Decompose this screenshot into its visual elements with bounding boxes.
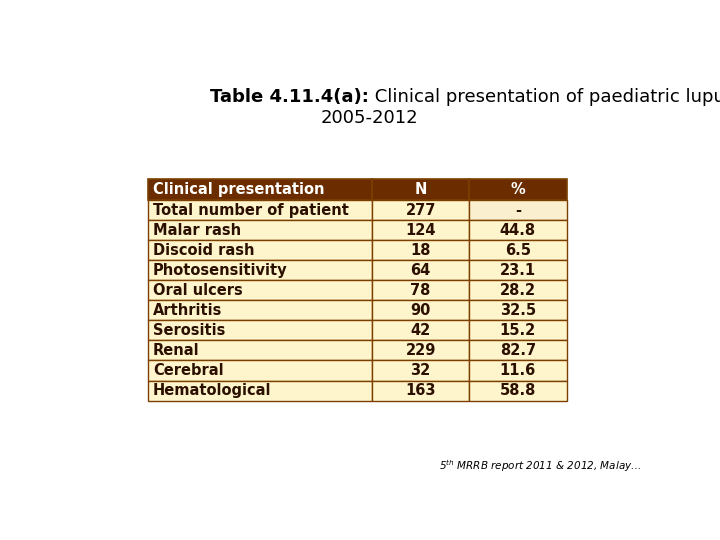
Bar (469, 340, 567, 361)
Bar (372, 320, 469, 340)
Text: %: % (510, 182, 526, 197)
Text: 82.7: 82.7 (500, 343, 536, 358)
Text: Serositis: Serositis (153, 323, 225, 338)
Text: 64: 64 (410, 263, 431, 278)
Bar (469, 260, 567, 280)
Bar (372, 260, 469, 280)
Text: 2005-2012: 2005-2012 (320, 110, 418, 127)
Bar (372, 200, 469, 220)
Bar (148, 280, 372, 300)
Bar (148, 240, 372, 260)
Text: -: - (515, 203, 521, 218)
Text: 18: 18 (410, 243, 431, 258)
Text: 163: 163 (405, 383, 436, 398)
Text: 11.6: 11.6 (500, 363, 536, 378)
Text: 28.2: 28.2 (500, 283, 536, 298)
Text: Cerebral: Cerebral (153, 363, 223, 378)
Bar (148, 260, 372, 280)
Bar (469, 381, 567, 401)
Bar (372, 179, 469, 200)
Text: 15.2: 15.2 (500, 323, 536, 338)
Text: 78: 78 (410, 283, 431, 298)
Text: Clinical presentation of paediatric lupus,: Clinical presentation of paediatric lupu… (369, 88, 720, 106)
Text: Oral ulcers: Oral ulcers (153, 283, 243, 298)
Text: 5$^{th}$ MRRB report 2011 & 2012, Malay…: 5$^{th}$ MRRB report 2011 & 2012, Malay… (439, 458, 642, 475)
Text: 32.5: 32.5 (500, 303, 536, 318)
Text: Table 4.11.4(a):: Table 4.11.4(a): (210, 88, 369, 106)
Bar (469, 320, 567, 340)
Bar (469, 280, 567, 300)
Bar (469, 361, 567, 381)
Bar (372, 381, 469, 401)
Text: 124: 124 (405, 223, 436, 238)
Bar (148, 361, 372, 381)
Bar (148, 340, 372, 361)
Bar (469, 300, 567, 320)
Text: Malar rash: Malar rash (153, 223, 241, 238)
Bar (372, 240, 469, 260)
Text: Photosensitivity: Photosensitivity (153, 263, 287, 278)
Text: Total number of patient: Total number of patient (153, 203, 348, 218)
Bar (148, 179, 372, 200)
Text: 32: 32 (410, 363, 431, 378)
Bar (372, 300, 469, 320)
Bar (469, 220, 567, 240)
Bar (469, 200, 567, 220)
Text: Clinical presentation: Clinical presentation (153, 182, 324, 197)
Text: 229: 229 (405, 343, 436, 358)
Bar (372, 280, 469, 300)
Bar (372, 220, 469, 240)
Bar (372, 361, 469, 381)
Bar (372, 340, 469, 361)
Text: 58.8: 58.8 (500, 383, 536, 398)
Text: 90: 90 (410, 303, 431, 318)
Bar (148, 300, 372, 320)
Text: Renal: Renal (153, 343, 199, 358)
Text: 277: 277 (405, 203, 436, 218)
Bar (148, 200, 372, 220)
Bar (148, 320, 372, 340)
Text: Hematological: Hematological (153, 383, 271, 398)
Text: 6.5: 6.5 (505, 243, 531, 258)
Text: 44.8: 44.8 (500, 223, 536, 238)
Bar (469, 179, 567, 200)
Bar (148, 381, 372, 401)
Bar (469, 240, 567, 260)
Text: 23.1: 23.1 (500, 263, 536, 278)
Text: Discoid rash: Discoid rash (153, 243, 254, 258)
Text: Arthritis: Arthritis (153, 303, 222, 318)
Text: N: N (415, 182, 427, 197)
Bar (148, 220, 372, 240)
Text: 42: 42 (410, 323, 431, 338)
